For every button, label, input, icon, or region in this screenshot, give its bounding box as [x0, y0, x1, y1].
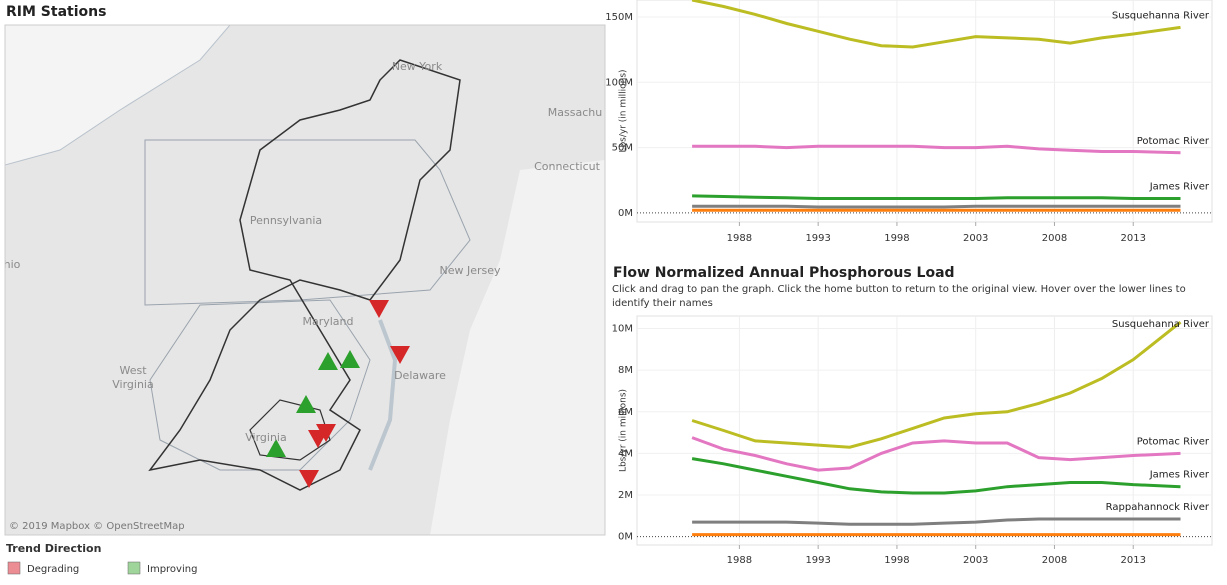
series-label: Susquehanna River	[1112, 10, 1210, 21]
x-tick-label: 1988	[727, 233, 752, 244]
x-tick-label: 2003	[963, 233, 988, 244]
map-label: Virginia	[245, 431, 286, 444]
legend-swatch	[7, 561, 21, 575]
y-tick-label: 6M	[618, 407, 633, 418]
series-line	[692, 517, 1181, 526]
map-title: RIM Stations	[6, 4, 106, 20]
map-label: Pennsylvania	[250, 214, 322, 227]
x-tick-label: 1993	[805, 555, 830, 566]
x-tick-label: 1988	[727, 555, 752, 566]
plot-area	[636, 0, 1213, 223]
series-label: James River	[1149, 181, 1210, 192]
series-label: Susquehanna River	[1112, 319, 1210, 330]
plot-area	[636, 315, 1213, 546]
series-line	[692, 204, 1181, 209]
map-attribution: © 2019 Mapbox © OpenStreetMap	[9, 521, 185, 532]
y-tick-label: 8M	[618, 365, 633, 376]
chart-subtitle: Click and drag to pan the graph. Click t…	[612, 284, 1186, 309]
x-tick-label: 1993	[805, 233, 830, 244]
series-label: Potomac River	[1137, 436, 1210, 447]
map-frame	[4, 24, 606, 536]
series-line	[691, 321, 1182, 449]
series-line	[691, 457, 1181, 495]
map-label: Maryland	[302, 315, 353, 328]
y-tick-label: 10M	[612, 323, 633, 334]
station-improving[interactable]	[266, 350, 360, 457]
series-line	[692, 144, 1181, 155]
map-label: Massachu	[548, 106, 602, 119]
lake	[5, 25, 231, 166]
legend-label: Degrading	[27, 564, 79, 575]
y-axis-label: Lbs/yr (in millions)	[619, 389, 629, 472]
map-label: Delaware	[394, 369, 446, 382]
map-label: hio	[4, 258, 21, 271]
y-tick-label: 150M	[605, 12, 633, 23]
y-tick-label: 0M	[618, 208, 633, 219]
y-tick-label: 100M	[605, 77, 633, 88]
state-border	[144, 139, 471, 306]
x-tick-label: 2003	[963, 555, 988, 566]
map-label: West	[119, 364, 147, 377]
y-tick-label: 0M	[618, 532, 633, 543]
legend-swatch	[127, 561, 141, 575]
map[interactable]: New York Massachu Connecticut Pennsylvania N…	[4, 25, 605, 535]
map-label: Virginia	[112, 378, 153, 391]
x-tick-label: 2013	[1121, 233, 1146, 244]
series-line	[692, 194, 1181, 200]
x-tick-label: 1998	[884, 555, 909, 566]
y-tick-label: 4M	[618, 448, 633, 459]
series-label: Potomac River	[1137, 136, 1210, 147]
ocean	[430, 160, 605, 535]
y-tick-label: 2M	[618, 490, 633, 501]
legend-title: Trend Direction	[6, 542, 101, 555]
series-line	[691, 436, 1181, 472]
chart-title: Flow Normalized Annual Phosphorous Load	[613, 265, 955, 281]
bay	[368, 319, 398, 471]
watershed-outline	[249, 399, 331, 461]
charts: 1988 1993 1998 2003 2008 2013 0M 50M 100M 150M Lbs…	[605, 0, 1213, 566]
map-label: New Jersey	[439, 264, 501, 277]
x-tick-label: 2008	[1042, 233, 1067, 244]
series-line	[691, 0, 1181, 49]
series-label: James River	[1149, 470, 1210, 481]
x-tick-label: 2008	[1042, 555, 1067, 566]
legend-label: Improving	[147, 564, 197, 575]
map-label: New York	[392, 60, 443, 73]
y-tick-label: 50M	[612, 143, 633, 154]
x-tick-label: 1998	[884, 233, 909, 244]
map-label: Connecticut	[534, 160, 601, 173]
chart-subtitle-box: Click and drag to pan the graph. Click t…	[612, 284, 1186, 309]
legend: Degrading Improving	[7, 561, 197, 575]
y-axis-label: Lbs/yr (in millions)	[619, 69, 629, 152]
series-label: Rappahannock River	[1106, 502, 1210, 513]
watershed-outline	[148, 59, 461, 491]
x-tick-label: 2013	[1121, 555, 1146, 566]
